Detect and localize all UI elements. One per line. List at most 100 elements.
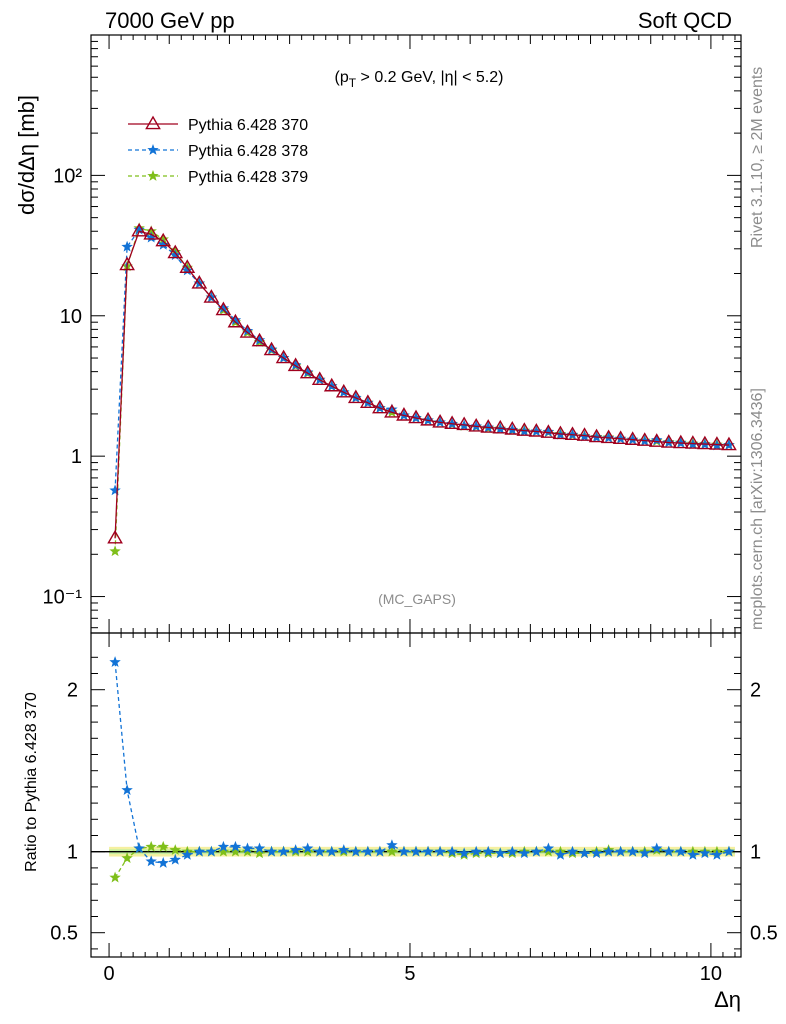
main-data-point xyxy=(540,424,557,438)
x-tick-label: 5 xyxy=(404,963,415,985)
ratio-data-point xyxy=(109,656,121,668)
ratio-data-point xyxy=(410,845,422,857)
ratio-data-point xyxy=(506,845,518,857)
energy-label: 7000 GeV pp xyxy=(105,8,235,33)
ratio-data-point xyxy=(554,848,567,860)
ratio-data-point xyxy=(386,839,398,851)
main-data-point xyxy=(636,432,653,446)
ratio-frame xyxy=(90,632,742,958)
ratio-data-point xyxy=(253,842,266,854)
main-data-point xyxy=(167,244,184,259)
ratio-data-point xyxy=(651,842,663,854)
ratio-data-point xyxy=(133,842,145,854)
ratio-data-point xyxy=(542,845,555,857)
ratio-data-point xyxy=(265,845,278,857)
main-series-line xyxy=(114,227,729,552)
ratio-data-point xyxy=(217,840,230,852)
ratio-data-point xyxy=(121,784,133,795)
main-data-point xyxy=(253,334,266,346)
main-data-point xyxy=(311,371,328,386)
main-data-point xyxy=(721,436,737,451)
legend-label: Pythia 6.428 370 xyxy=(188,117,308,134)
main-data-point xyxy=(564,426,581,441)
ratio-data-point xyxy=(145,840,157,852)
main-data-point xyxy=(684,435,701,449)
main-data-point xyxy=(157,238,169,250)
ratio-data-point xyxy=(362,845,374,857)
main-data-point xyxy=(651,434,663,446)
main-y-axis-label: dσ/dΔη [mb] xyxy=(14,95,39,215)
ratio-data-point xyxy=(422,845,434,857)
main-data-point xyxy=(239,324,256,338)
main-data-point xyxy=(203,289,220,303)
legend: Pythia 6.428 370 Pythia 6.428 378 Pythia 6… xyxy=(128,115,308,186)
main-data-point xyxy=(155,232,172,247)
main-data-point xyxy=(145,225,157,237)
ratio-data-point xyxy=(157,840,169,852)
main-data-point xyxy=(263,341,280,356)
ratio-data-point xyxy=(602,845,615,857)
main-data-point xyxy=(107,529,123,544)
main-data-point xyxy=(359,394,376,409)
main-data-point xyxy=(265,343,278,355)
main-data-point xyxy=(386,403,398,415)
main-data-point xyxy=(215,301,232,316)
main-data-point xyxy=(227,313,244,328)
main-data-point xyxy=(109,545,121,557)
main-data-point xyxy=(133,223,145,235)
ratio-data-point xyxy=(121,852,133,864)
main-panel: 10⁻¹ 1 10 10² xyxy=(43,34,742,634)
ratio-data-point xyxy=(109,871,121,883)
main-data-point xyxy=(181,264,193,276)
ratio-data-point xyxy=(614,845,627,857)
ratio-data-point xyxy=(205,845,218,857)
ratio-data-point xyxy=(542,842,555,854)
ratio-data-point xyxy=(326,845,338,857)
ratio-data-point xyxy=(518,847,531,859)
main-data-point xyxy=(347,389,364,404)
ratio-data-point xyxy=(566,845,579,857)
main-data-point xyxy=(179,259,196,273)
main-data-point xyxy=(420,411,436,426)
ratio-y-tick-label-right: 1 xyxy=(750,842,761,864)
ratio-data-point xyxy=(711,848,723,860)
main-series-line xyxy=(114,228,729,491)
ratio-data-point xyxy=(338,844,350,855)
ratio-data-point xyxy=(229,845,242,857)
main-series xyxy=(107,222,737,544)
ratio-data-point xyxy=(386,845,398,857)
main-data-point xyxy=(169,249,181,261)
x-tick-label: 10 xyxy=(700,963,722,985)
main-data-point xyxy=(709,436,725,450)
ratio-data-point xyxy=(626,845,639,857)
ratio-data-point xyxy=(181,848,193,860)
ratio-data-point xyxy=(663,845,675,857)
main-data-point xyxy=(528,423,545,437)
ratio-data-point xyxy=(350,845,362,857)
ratio-data-point xyxy=(530,845,543,857)
main-data-point xyxy=(672,434,689,449)
rivet-label: Rivet 3.1.10, ≥ 2M events xyxy=(749,67,766,248)
main-data-point xyxy=(335,383,352,398)
ratio-data-point xyxy=(687,848,699,860)
ratio-y-tick-label-right: 2 xyxy=(750,680,761,702)
ratio-data-point xyxy=(241,842,254,854)
main-data-point xyxy=(157,233,169,245)
main-data-point xyxy=(624,431,641,445)
main-data-point xyxy=(648,433,665,447)
main-data-point xyxy=(323,377,340,392)
legend-entry: Pythia 6.428 379 xyxy=(128,169,308,186)
main-data-point xyxy=(444,415,460,430)
ratio-y-tick-label: 0.5 xyxy=(50,923,78,945)
x-axis-label: Δη xyxy=(714,987,741,1012)
mcplots-label: mcplots.cern.ch [arXiv:1306.3436] xyxy=(749,388,766,630)
x-tick-label: 0 xyxy=(103,963,114,985)
ratio-series-line xyxy=(114,662,730,864)
legend-label: Pythia 6.428 378 xyxy=(188,143,308,160)
ratio-data-point xyxy=(157,857,169,868)
legend-entry: Pythia 6.428 370 xyxy=(128,115,308,134)
ratio-data-point xyxy=(301,842,314,854)
ratio-data-point xyxy=(241,845,254,857)
main-data-point xyxy=(552,425,569,440)
ratio-data-point xyxy=(446,845,458,857)
